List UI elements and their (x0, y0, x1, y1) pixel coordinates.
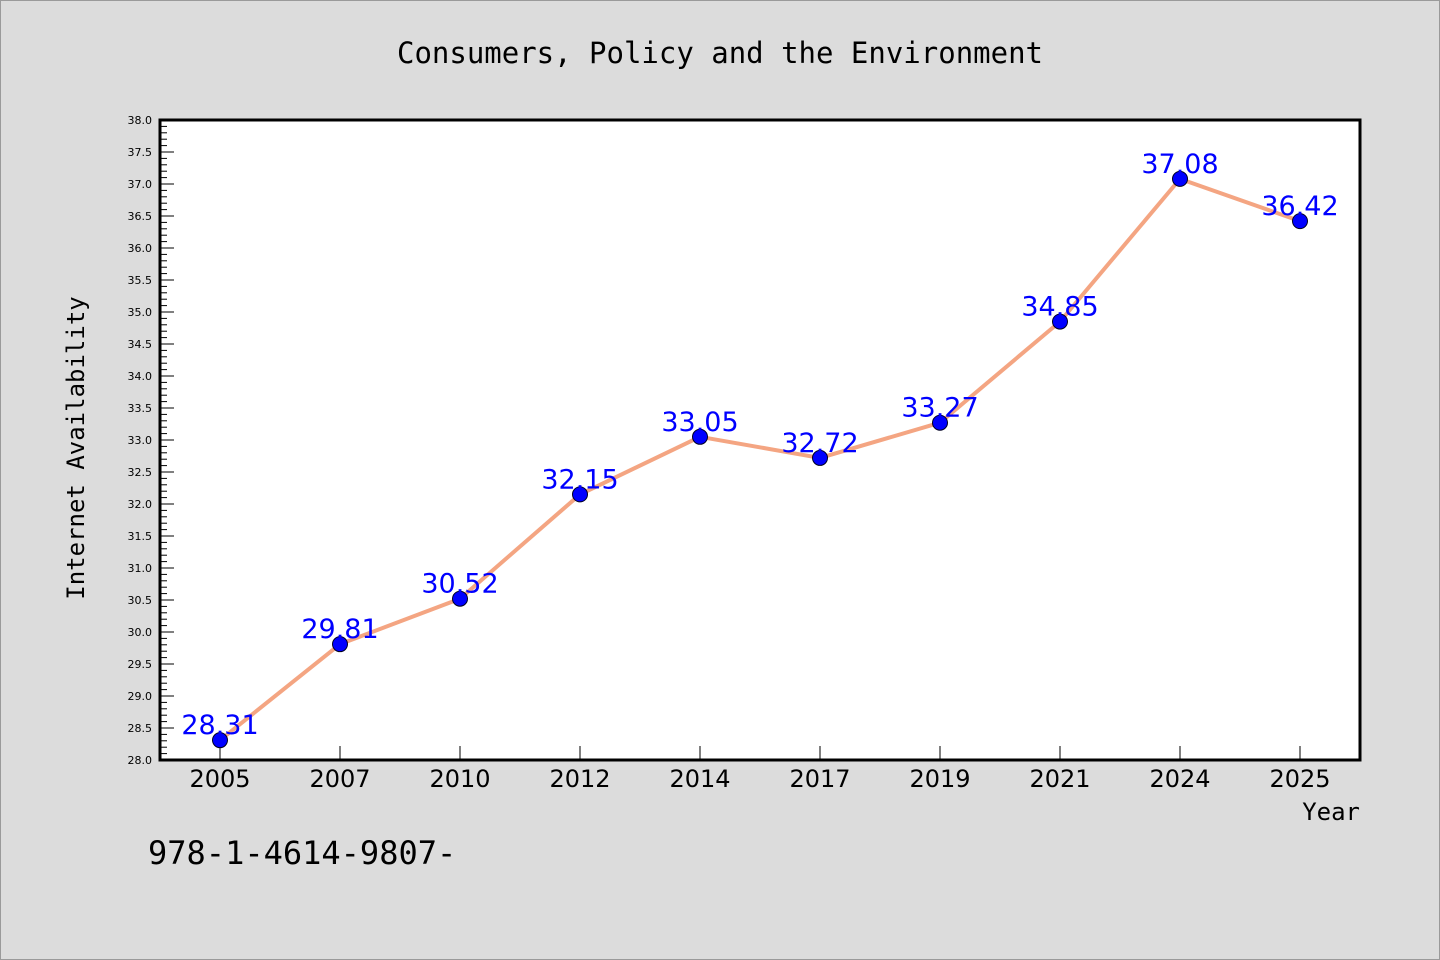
y-tick-label: 34.5 (128, 338, 153, 351)
data-point-marker (452, 590, 468, 607)
y-tick-label: 34.0 (128, 370, 153, 383)
x-tick-label: 2012 (549, 765, 610, 793)
data-point-marker (1052, 313, 1068, 330)
y-tick-label: 29.0 (128, 690, 153, 703)
plot-area (160, 120, 1360, 760)
y-tick-label: 33.0 (128, 434, 153, 447)
x-tick-label: 2005 (189, 765, 250, 793)
x-tick-label: 2025 (1269, 765, 1330, 793)
data-point-marker (692, 428, 708, 445)
y-tick-label: 30.5 (128, 594, 153, 607)
y-axis-ticks: 28.0 28.5 29.0 29.5 30.0 30.5 31.0 31.5 32.0 32.5… (128, 114, 174, 767)
data-point-marker (212, 732, 228, 749)
plot-border (158, 118, 1362, 762)
data-label: 32.72 (781, 428, 858, 459)
data-label: 33.05 (661, 407, 738, 438)
data-point-marker (332, 636, 348, 653)
data-point-marker (572, 486, 588, 503)
y-tick-label: 32.5 (128, 466, 153, 479)
data-point-marker (1292, 213, 1308, 230)
data-label: 28.31 (181, 710, 258, 741)
data-label: 30.52 (421, 569, 498, 600)
chart-title: Consumers, Policy and the Environment (397, 36, 1043, 70)
y-tick-label: 29.5 (128, 658, 153, 671)
data-label: 34.85 (1021, 292, 1098, 323)
y-tick-label: 28.0 (128, 754, 153, 767)
y-tick-label: 31.0 (128, 562, 153, 575)
data-labels: 28.31 29.81 30.52 32.15 33.05 32.72 33.27 34.85… (181, 149, 1338, 741)
x-tick-label: 2014 (669, 765, 730, 793)
data-label: 36.42 (1261, 191, 1338, 222)
x-axis-label: Year (1302, 798, 1360, 826)
x-tick-label: 2017 (789, 765, 850, 793)
y-tick-label: 28.5 (128, 722, 153, 735)
x-tick-label: 2010 (429, 765, 490, 793)
x-tick-label: 2007 (309, 765, 370, 793)
y-tick-label: 38.0 (128, 114, 153, 127)
data-point-marker (1172, 170, 1188, 187)
y-tick-label: 36.5 (128, 210, 153, 223)
y-tick-label: 36.0 (128, 242, 153, 255)
x-tick-label: 2019 (909, 765, 970, 793)
data-label: 37.08 (1141, 149, 1218, 180)
y-tick-label: 30.0 (128, 626, 153, 639)
y-tick-label: 33.5 (128, 402, 153, 415)
data-label: 32.15 (541, 464, 618, 495)
x-axis-ticks: 2005 2007 2010 2012 2014 2017 2019 2021 2024 2025 (189, 746, 1331, 793)
data-label: 29.81 (301, 614, 378, 645)
y-tick-label: 35.5 (128, 274, 153, 287)
data-label: 33.27 (901, 393, 978, 424)
isbn-footer-text: 978-1-4614-9807- (148, 834, 456, 872)
x-tick-label: 2024 (1149, 765, 1210, 793)
y-tick-label: 31.5 (128, 530, 153, 543)
series-line (218, 176, 1301, 742)
y-tick-label: 35.0 (128, 306, 153, 319)
y-axis-label: Internet Availability (62, 296, 90, 599)
y-tick-label: 32.0 (128, 498, 153, 511)
data-point-marker (932, 414, 948, 431)
y-tick-label: 37.0 (128, 178, 153, 191)
x-tick-label: 2021 (1029, 765, 1090, 793)
series-markers (212, 170, 1308, 749)
y-tick-label: 37.5 (128, 146, 153, 159)
data-point-marker (812, 449, 828, 466)
